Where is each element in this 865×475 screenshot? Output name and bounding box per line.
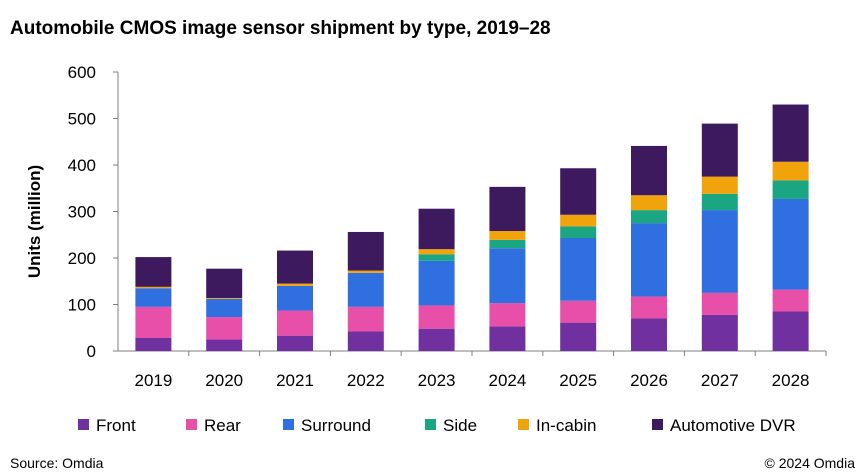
bar-segment-automotive-dvr [277, 250, 313, 284]
bar-segment-in-cabin [772, 161, 809, 181]
y-axis-title: Units (million) [25, 165, 44, 278]
bar-segment-front [418, 328, 455, 351]
x-tick-label: 2023 [418, 371, 456, 390]
bar-segment-surround [347, 272, 384, 307]
source-note: Source: Omdia [10, 455, 104, 471]
legend-swatch [283, 419, 294, 430]
bar-segment-surround [631, 223, 667, 297]
legend-item: Rear [186, 416, 241, 435]
x-tick-label: 2019 [134, 371, 172, 390]
legend-item: Automotive DVR [652, 416, 796, 435]
bar-segment-rear [701, 292, 738, 315]
bar-segment-rear [489, 303, 526, 327]
bar-segment-front [631, 318, 667, 351]
bar-segment-surround [701, 210, 738, 293]
chart-axes: 0 100 200 300 400 500 600 Units (million) 2019 20… [25, 63, 827, 390]
legend-label: Front [96, 416, 136, 435]
legend-item: Surround [283, 416, 371, 435]
y-tick-label: 600 [68, 63, 96, 82]
bar-segment-front [347, 331, 384, 351]
bar-segment-in-cabin [560, 214, 597, 227]
legend-item: In-cabin [518, 416, 596, 435]
bar-segment-automotive-dvr [560, 168, 597, 215]
bar-segment-surround [206, 298, 243, 318]
y-tick-label: 0 [87, 342, 96, 361]
bar-segment-automotive-dvr [135, 257, 172, 287]
legend-item: Front [78, 416, 136, 435]
chart-legend: Front Rear Surround Side In-cabin Automotive … [78, 416, 796, 435]
bar-segment-in-cabin [701, 176, 738, 194]
bar-segment-front [206, 339, 243, 351]
bar-segment-surround [489, 248, 526, 304]
bar-segment-front [277, 335, 313, 351]
bar-segment-rear [631, 296, 667, 319]
legend-label: Side [443, 416, 477, 435]
y-tick-label: 500 [68, 110, 96, 129]
x-tick-label: 2026 [630, 371, 668, 390]
legend-label: Surround [301, 416, 371, 435]
x-tick-label: 2024 [488, 371, 526, 390]
bar-segment-surround [560, 238, 597, 301]
bar-segment-surround [418, 260, 455, 306]
bar-segment-front [701, 314, 738, 351]
copyright-note: © 2024 Omdia [764, 455, 855, 471]
bar-segment-side [489, 239, 526, 249]
bar-segment-rear [560, 300, 597, 323]
bar-segment-in-cabin [489, 231, 526, 240]
bar-segment-surround [772, 198, 809, 290]
bar-segment-surround [135, 288, 172, 307]
legend-swatch [652, 419, 663, 430]
x-tick-label: 2027 [701, 371, 739, 390]
bar-segment-side [701, 193, 738, 211]
x-tick-label: 2022 [347, 371, 385, 390]
chart-title: Automobile CMOS image sensor shipment by… [10, 18, 551, 39]
y-tick-label: 200 [68, 249, 96, 268]
bar-segment-rear [418, 305, 455, 329]
legend-swatch [425, 419, 436, 430]
x-tick-label: 2020 [205, 371, 243, 390]
bar-segment-automotive-dvr [418, 208, 455, 250]
bar-segment-surround [277, 285, 313, 311]
bar-segment-front [489, 326, 526, 351]
bar-segment-rear [772, 289, 809, 312]
bar-segment-automotive-dvr [489, 186, 526, 232]
legend-swatch [186, 419, 197, 430]
bar-segment-automotive-dvr [347, 231, 384, 271]
legend-label: Automotive DVR [670, 416, 796, 435]
bar-segment-in-cabin [631, 195, 667, 211]
bar-segment-in-cabin [418, 249, 455, 255]
bar-segment-front [560, 322, 597, 351]
bar-segment-side [418, 254, 455, 261]
bar-segment-automotive-dvr [631, 145, 667, 196]
bar-segment-in-cabin [347, 270, 384, 273]
bar-segment-rear [347, 306, 384, 332]
bar-segment-in-cabin [277, 283, 313, 286]
x-tick-label: 2028 [772, 371, 810, 390]
bar-segment-side [631, 210, 667, 224]
bar-segment-front [135, 337, 172, 351]
bar-segment-front [772, 311, 809, 351]
bar-segment-in-cabin [206, 297, 243, 299]
bar-segment-side [560, 226, 597, 239]
y-tick-label: 300 [68, 203, 96, 222]
bar-segment-in-cabin [135, 286, 172, 289]
x-tick-label: 2025 [559, 371, 597, 390]
y-tick-label: 100 [68, 296, 96, 315]
bar-segment-automotive-dvr [772, 104, 809, 162]
legend-label: In-cabin [536, 416, 596, 435]
bar-segment-side [772, 180, 809, 199]
chart-bars [135, 104, 809, 351]
legend-swatch [518, 419, 529, 430]
legend-item: Side [425, 416, 477, 435]
bar-segment-rear [135, 306, 172, 338]
bar-segment-rear [277, 310, 313, 336]
x-tick-label: 2021 [276, 371, 314, 390]
bar-segment-automotive-dvr [206, 268, 243, 298]
legend-swatch [78, 419, 89, 430]
y-tick-label: 400 [68, 156, 96, 175]
bar-segment-rear [206, 317, 243, 340]
bar-segment-automotive-dvr [701, 123, 738, 177]
legend-label: Rear [204, 416, 241, 435]
